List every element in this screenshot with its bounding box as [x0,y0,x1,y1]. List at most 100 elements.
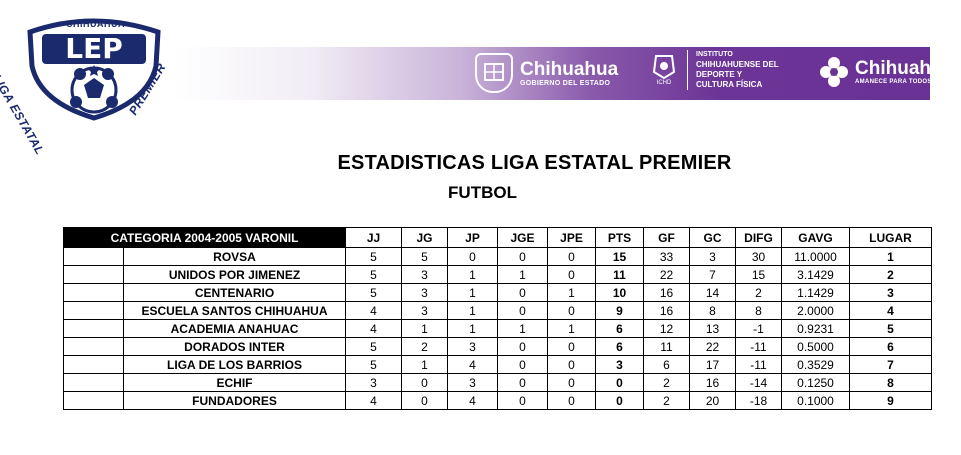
stat-cell-jj: 5 [345,355,402,374]
stat-cell-gavg: 0.1250 [781,373,850,392]
row-spacer-cell [63,337,124,356]
stat-cell-gf: 2 [643,373,690,392]
table-row: LIGA DE LOS BARRIOS 5 1 4 0 0 3 6 17 -11 0.3529 7 [63,355,932,374]
team-name-cell: DORADOS INTER [123,337,346,356]
row-spacer-cell [63,373,124,392]
stat-cell-lugar: 8 [849,373,932,392]
row-spacer-cell [63,265,124,284]
ichd-line2: CHIHUAHUENSE DEL [696,60,779,69]
col-header: GAVG [781,227,850,248]
stat-cell-jj: 5 [345,265,402,284]
stat-cell-jge: 0 [497,247,548,266]
stat-cell-jp: 0 [447,247,498,266]
table-row: ECHIF 3 0 3 0 0 0 2 16 -14 0.1250 8 [63,373,932,392]
stat-cell-gavg: 0.5000 [781,337,850,356]
stat-cell-jp: 1 [447,301,498,320]
stat-cell-gavg: 11.0000 [781,247,850,266]
stat-cell-jg: 3 [401,283,448,302]
col-header: JGE [497,227,548,248]
ichd-line1: INSTITUTO [696,51,733,58]
stat-cell-gf: 22 [643,265,690,284]
stat-cell-difg: 2 [735,283,782,302]
chihuahua-amanece-logo: Chihuahua AMANECE PARA TODOS [817,53,953,91]
lep-logo: CHIHUAHUA LEP LIGA ESTATAL PREMIER [0,14,178,157]
stat-cell-lugar: 1 [849,247,932,266]
stat-cell-difg: -14 [735,373,782,392]
table-row: DORADOS INTER 5 2 3 0 0 6 11 22 -11 0.5000 6 [63,337,932,356]
stat-cell-gc: 13 [689,319,736,338]
stat-cell-gc: 14 [689,283,736,302]
stat-cell-jge: 0 [497,337,548,356]
stat-cell-jg: 5 [401,247,448,266]
stat-cell-jge: 1 [497,319,548,338]
stat-cell-jj: 5 [345,283,402,302]
row-spacer-cell [63,301,124,320]
stat-cell-jpe: 0 [547,337,596,356]
stat-cell-gf: 16 [643,301,690,320]
col-header: GC [689,227,736,248]
stat-cell-jp: 4 [447,391,498,410]
col-header: JG [401,227,448,248]
stat-cell-jge: 1 [497,265,548,284]
coat-of-arms-icon [475,53,513,93]
stat-cell-gc: 20 [689,391,736,410]
category-header: CATEGORIA 2004-2005 VARONIL [63,227,346,248]
table-row: FUNDADORES 4 0 4 0 0 0 2 20 -18 0.1000 9 [63,391,932,410]
row-spacer-cell [63,355,124,374]
stat-cell-pts: 0 [595,391,644,410]
stat-cell-pts: 11 [595,265,644,284]
stat-cell-jpe: 1 [547,319,596,338]
stat-cell-gc: 8 [689,301,736,320]
stat-cell-gavg: 0.9231 [781,319,850,338]
stat-cell-jge: 0 [497,391,548,410]
ichd-abbr: ICHD [656,80,672,86]
ichd-line4: CULTURA FÍSICA [696,80,763,89]
team-name-cell: ESCUELA SANTOS CHIHUAHUA [123,301,346,320]
stat-cell-jge: 0 [497,373,548,392]
team-name-cell: LIGA DE LOS BARRIOS [123,355,346,374]
stat-cell-gf: 11 [643,337,690,356]
stat-cell-difg: 30 [735,247,782,266]
flower-icon [820,57,848,87]
stat-cell-lugar: 4 [849,301,932,320]
gov1-subtitle: GOBIERNO DEL ESTADO [520,79,611,87]
col-header: PTS [595,227,644,248]
col-header: GF [643,227,690,248]
stat-cell-gf: 12 [643,319,690,338]
stat-cell-jp: 1 [447,265,498,284]
gov2-subtitle: AMANECE PARA TODOS [855,79,932,85]
stat-cell-difg: -11 [735,337,782,356]
col-header: JPE [547,227,596,248]
stat-cell-gc: 16 [689,373,736,392]
team-name-cell: FUNDADORES [123,391,346,410]
stat-cell-gf: 2 [643,391,690,410]
stat-cell-difg: -11 [735,355,782,374]
ichd-icon: ICHD [649,52,679,88]
stat-cell-jpe: 0 [547,355,596,374]
stat-cell-jj: 5 [345,337,402,356]
stat-cell-jg: 0 [401,391,448,410]
stat-cell-difg: -1 [735,319,782,338]
ichd-logo: ICHD INSTITUTO CHIHUAHUENSE DEL DEPORTE … [649,50,779,90]
stat-cell-jp: 1 [447,319,498,338]
stat-cell-jpe: 0 [547,265,596,284]
stat-cell-jge: 0 [497,301,548,320]
table-row: ESCUELA SANTOS CHIHUAHUA 4 3 1 0 0 9 16 8 8 2.0000… [63,301,932,320]
col-header: JP [447,227,498,248]
stat-cell-jpe: 0 [547,301,596,320]
row-spacer-cell [63,247,124,266]
gov2-title: Chihuahua [855,58,954,79]
team-name-cell: ECHIF [123,373,346,392]
stat-cell-jg: 3 [401,265,448,284]
stat-cell-gc: 22 [689,337,736,356]
stat-cell-jpe: 0 [547,247,596,266]
stat-cell-jg: 1 [401,355,448,374]
stat-cell-gc: 17 [689,355,736,374]
lep-shield-icon [27,18,161,121]
stat-cell-gf: 16 [643,283,690,302]
stat-cell-gavg: 0.3529 [781,355,850,374]
stat-cell-jg: 3 [401,301,448,320]
page-subtitle: FUTBOL [448,183,517,202]
stat-cell-gavg: 3.1429 [781,265,850,284]
table-row: ACADEMIA ANAHUAC 4 1 1 1 1 6 12 13 -1 0.9231 5 [63,319,932,338]
